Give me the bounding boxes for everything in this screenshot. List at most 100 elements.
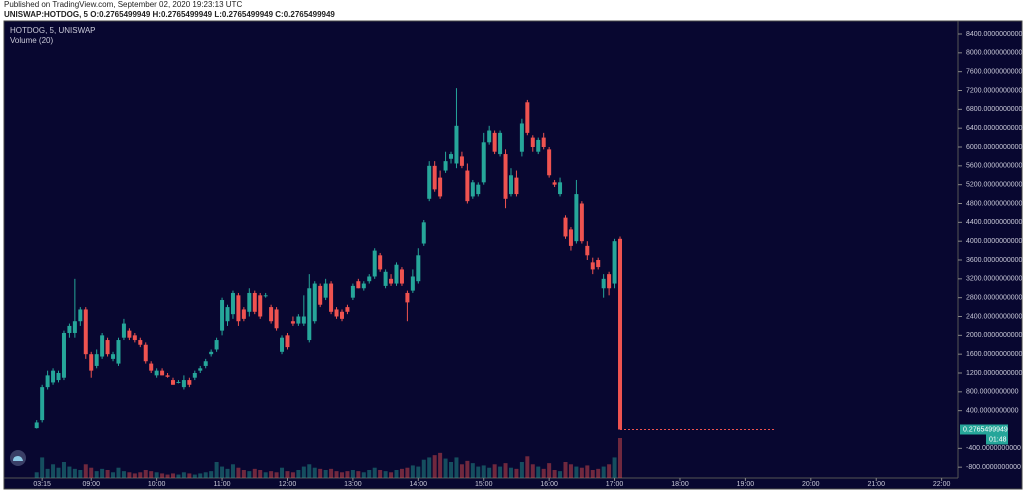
volume-bar bbox=[427, 457, 432, 478]
candle-body bbox=[236, 295, 241, 322]
volume-bar bbox=[574, 466, 579, 478]
volume-bar bbox=[541, 468, 546, 478]
volume-bar bbox=[214, 462, 219, 478]
volume-bar bbox=[149, 471, 154, 478]
volume-bar bbox=[307, 464, 312, 478]
volume-bar bbox=[498, 466, 503, 478]
candle-body bbox=[530, 137, 535, 148]
volume-bar bbox=[454, 457, 459, 478]
candle-body bbox=[394, 264, 399, 284]
volume-bar bbox=[514, 468, 519, 478]
candle-body bbox=[465, 170, 470, 202]
volume-bar bbox=[585, 465, 590, 478]
volume-bar bbox=[372, 467, 377, 478]
volume-bar bbox=[40, 457, 45, 478]
volume-bar bbox=[94, 471, 99, 478]
volume-bar bbox=[399, 468, 404, 478]
x-tick-label: 14:00 bbox=[410, 481, 428, 488]
candle-body bbox=[514, 177, 519, 195]
candle-body bbox=[399, 269, 404, 284]
candle-body bbox=[350, 285, 355, 298]
volume-bar bbox=[192, 474, 197, 478]
candle-body bbox=[585, 245, 590, 256]
y-tick-label: 8400.0000000000 bbox=[966, 31, 1023, 38]
candle-body bbox=[230, 292, 235, 315]
plot-background bbox=[3, 20, 1023, 490]
candle-body bbox=[280, 337, 285, 352]
y-tick-label: 6800.0000000000 bbox=[966, 106, 1023, 113]
volume-bar bbox=[536, 466, 541, 478]
volume-bar bbox=[449, 462, 454, 478]
candle-body bbox=[192, 373, 197, 378]
volume-bar bbox=[405, 467, 410, 478]
volume-bar bbox=[508, 467, 513, 478]
y-tick-label: 4400.0000000000 bbox=[966, 219, 1023, 226]
volume-bar bbox=[100, 468, 105, 478]
volume-bar bbox=[487, 467, 492, 478]
candle-body bbox=[329, 283, 334, 312]
volume-bar bbox=[181, 472, 186, 478]
candle-body bbox=[100, 335, 105, 357]
y-tick-label: 4000.0000000000 bbox=[966, 238, 1023, 245]
candle-body bbox=[181, 380, 186, 388]
candle-body bbox=[198, 368, 203, 371]
volume-bar bbox=[312, 467, 317, 478]
candle-body bbox=[34, 422, 39, 429]
x-tick-label: 12:00 bbox=[279, 481, 297, 488]
candle-body bbox=[372, 250, 377, 277]
candle-body bbox=[143, 344, 148, 362]
candle-body bbox=[508, 175, 513, 195]
candle-body bbox=[558, 182, 563, 195]
y-tick-label: 4800.0000000000 bbox=[966, 200, 1023, 207]
candle-body bbox=[383, 271, 388, 286]
candle-body bbox=[149, 363, 154, 371]
candle-body bbox=[487, 130, 492, 143]
volume-bar bbox=[470, 463, 475, 478]
candle-body bbox=[121, 323, 126, 338]
candle-body bbox=[574, 194, 579, 242]
candle-body bbox=[214, 340, 219, 350]
candle-body bbox=[568, 229, 573, 246]
volume-label: Volume (20) bbox=[10, 36, 53, 45]
volume-bar bbox=[389, 472, 394, 478]
plot-layer: 8400.0000000000 8000.0000000000 7600.00000… bbox=[33, 31, 1022, 488]
candle-body bbox=[72, 321, 77, 333]
x-tick-label: 09:00 bbox=[82, 481, 100, 488]
volume-bar bbox=[61, 462, 66, 478]
volume-bar bbox=[274, 472, 279, 478]
volume-bar bbox=[67, 466, 72, 478]
volume-bar bbox=[51, 464, 56, 478]
volume-bar bbox=[465, 460, 470, 478]
y-tick-label: 3200.0000000000 bbox=[966, 276, 1023, 283]
candle-body bbox=[459, 156, 464, 166]
last-price-tag bbox=[960, 424, 1008, 435]
volume-bar bbox=[301, 466, 306, 478]
candle-body bbox=[61, 332, 66, 378]
candle-body bbox=[220, 300, 225, 331]
volume-bar bbox=[252, 468, 257, 478]
chart-title: HOTDOG, 5, UNISWAP bbox=[10, 26, 96, 35]
candle-body bbox=[105, 340, 110, 355]
volume-bar bbox=[187, 473, 192, 478]
volume-bar bbox=[127, 472, 132, 478]
volume-bar bbox=[547, 463, 552, 478]
volume-bar bbox=[230, 464, 235, 478]
candle-body bbox=[476, 184, 481, 195]
volume-bar bbox=[285, 471, 290, 478]
volume-bar bbox=[596, 468, 601, 478]
volume-bar bbox=[612, 457, 617, 478]
candle-body bbox=[498, 132, 503, 155]
volume-bar bbox=[56, 467, 61, 478]
candle-body bbox=[334, 309, 339, 317]
candle-body bbox=[307, 288, 312, 341]
candle-body bbox=[116, 340, 121, 364]
y-tick-label: 400.0000000000 bbox=[966, 408, 1019, 415]
volume-bar bbox=[269, 471, 274, 478]
candle-body bbox=[481, 142, 486, 183]
published-text: Published on TradingView.com, September … bbox=[4, 0, 242, 9]
volume-bar bbox=[607, 464, 612, 478]
candle-body bbox=[318, 285, 323, 305]
candle-body bbox=[547, 149, 552, 176]
volume-bar bbox=[476, 466, 481, 478]
